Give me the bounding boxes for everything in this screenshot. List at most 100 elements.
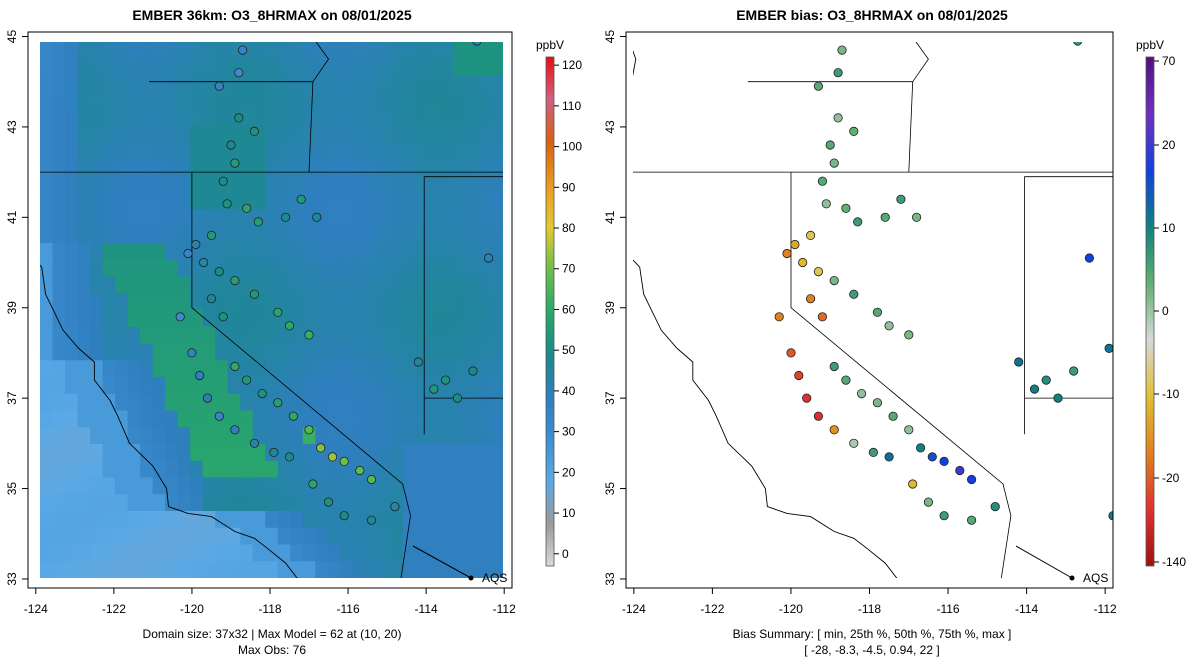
grid-cell — [140, 511, 154, 529]
grid-cell — [252, 142, 266, 160]
grid-cell — [115, 310, 129, 328]
grid-cell — [365, 310, 379, 328]
grid-cell — [65, 393, 79, 412]
grid-cell — [65, 159, 79, 177]
grid-cell — [352, 209, 366, 227]
grid-cell — [265, 527, 279, 546]
grid-cell — [415, 393, 429, 412]
grid-cell — [340, 494, 354, 512]
grid-cell — [140, 360, 154, 378]
obs-site — [273, 307, 283, 317]
bias-aqs-label: AQS — [1083, 571, 1108, 585]
grid-cell — [440, 159, 454, 177]
obs-site — [339, 511, 349, 521]
grid-cell — [427, 243, 442, 261]
grid-cell — [152, 192, 166, 211]
grid-cell — [40, 159, 54, 177]
grid-cell — [240, 444, 254, 462]
obs-site — [284, 452, 295, 462]
grid-cell — [77, 92, 91, 110]
grid-cell — [115, 192, 129, 211]
grid-cell — [127, 142, 141, 160]
obs-site — [183, 248, 193, 259]
grid-cell — [465, 259, 479, 278]
grid-cell — [127, 326, 141, 345]
grid-cell — [65, 75, 79, 93]
grid-cell — [77, 393, 91, 412]
grid-cell — [140, 92, 154, 110]
grid-cell — [77, 259, 91, 278]
aqs-leader-line — [1015, 545, 1073, 579]
grid-cell — [377, 92, 391, 110]
grid-cell — [477, 544, 492, 562]
grid-cell — [427, 343, 442, 361]
grid-cell — [102, 42, 116, 60]
grid-cell — [365, 410, 379, 428]
grid-cell — [302, 343, 316, 361]
grid-cell — [40, 142, 54, 160]
grid-cell — [315, 243, 329, 261]
grid-cell — [315, 360, 329, 378]
grid-cell — [227, 511, 241, 529]
obs-site — [798, 257, 808, 268]
grid-cell — [140, 427, 154, 445]
grid-cell — [390, 427, 404, 445]
obs-site — [355, 465, 365, 476]
obs-site — [249, 289, 259, 299]
grid-cell — [140, 42, 154, 60]
grid-cell — [490, 494, 503, 512]
model-x-axis: -124 -122 -120 -118 -116 -114 -112 — [24, 31, 516, 616]
grid-cell — [290, 544, 304, 562]
grid-cell — [327, 192, 341, 211]
grid-cell — [415, 427, 429, 445]
grid-cell — [140, 58, 154, 77]
grid-cell — [77, 427, 91, 445]
grid-cell — [165, 544, 179, 562]
grid-cell — [377, 326, 391, 345]
grid-cell — [440, 176, 454, 194]
grid-cell — [277, 58, 291, 77]
grid-cell — [340, 477, 354, 495]
grid-cell — [215, 561, 229, 578]
grid-cell — [215, 326, 229, 345]
aqs-leader-line — [412, 545, 472, 579]
grid-cell — [402, 125, 416, 144]
grid-cell — [52, 561, 66, 578]
grid-cell — [152, 176, 166, 194]
bias-y-axis: 45 43 41 39 37 35 33 — [603, 30, 626, 586]
grid-cell — [402, 58, 416, 77]
grid-cell — [352, 377, 366, 395]
grid-cell — [477, 192, 492, 211]
obs-site — [230, 361, 240, 372]
grid-cell — [340, 276, 354, 294]
grid-cell — [140, 109, 154, 127]
x-tick-label: -114 — [415, 602, 438, 616]
x-tick-label: -116 — [936, 602, 959, 616]
grid-cell — [65, 293, 79, 311]
grid-cell — [202, 192, 216, 211]
grid-cell — [52, 226, 66, 244]
grid-cell — [52, 209, 66, 227]
obs-site — [829, 361, 839, 372]
grid-cell — [102, 75, 116, 93]
grid-cell — [190, 58, 204, 77]
grid-cell — [477, 511, 492, 529]
grid-cell — [440, 544, 454, 562]
obs-site — [390, 501, 400, 512]
grid-cell — [240, 259, 254, 278]
grid-cell — [440, 92, 454, 110]
grid-cell — [290, 511, 304, 529]
obs-site — [833, 113, 843, 123]
grid-cell — [77, 377, 91, 395]
grid-cell — [127, 42, 141, 60]
grid-cell — [190, 393, 204, 412]
grid-cell — [65, 444, 79, 462]
grid-cell — [365, 544, 379, 562]
obs-site — [249, 438, 259, 448]
obs-site — [483, 253, 494, 263]
grid-cell — [77, 410, 91, 428]
grid-cell — [140, 544, 154, 562]
obs-site — [199, 257, 209, 268]
obs-site — [440, 375, 451, 385]
grid-cell — [40, 226, 54, 244]
